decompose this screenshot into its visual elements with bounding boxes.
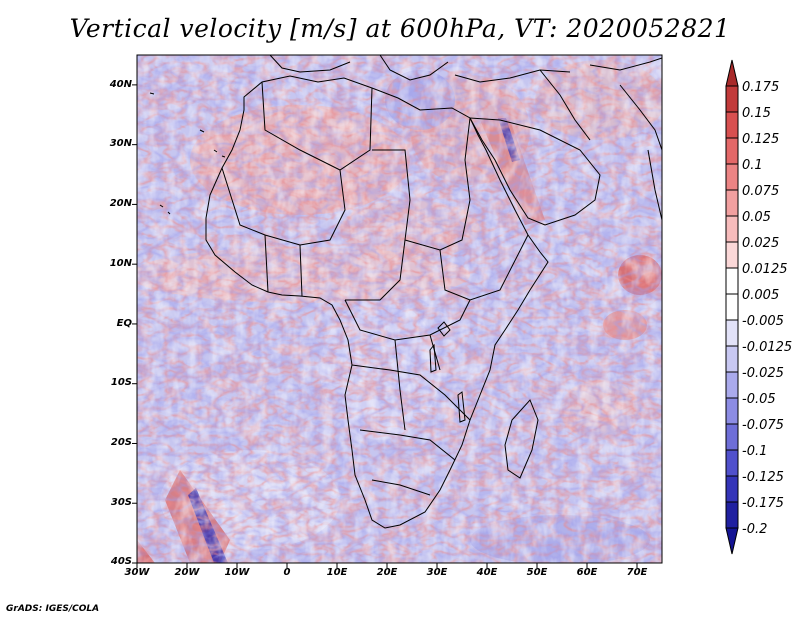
colorbar	[725, 59, 739, 555]
lon-label-40e: 40E	[476, 567, 498, 578]
colorbar-box	[725, 423, 739, 451]
colorbar-arrow-top	[725, 59, 739, 87]
velocity-field	[137, 55, 662, 563]
colorbar-label: -0.2	[742, 522, 768, 537]
colorbar-box	[725, 501, 739, 529]
colorbar-box	[725, 85, 739, 113]
colorbar-box	[725, 267, 739, 295]
lon-label-70e: 70E	[626, 567, 648, 578]
colorbar-label: -0.1	[742, 444, 768, 459]
colorbar-label: 0.175	[742, 80, 780, 95]
lon-label-30w: 30W	[124, 567, 150, 578]
colorbar-label: 0.0125	[742, 262, 788, 277]
colorbar-box	[725, 319, 739, 347]
colorbar-box	[725, 345, 739, 373]
lat-label-30n: 30N	[109, 138, 132, 149]
lat-label-40n: 40N	[109, 79, 132, 90]
colorbar-label: -0.075	[742, 418, 784, 433]
lon-label-10e: 10E	[326, 567, 348, 578]
colorbar-box	[725, 189, 739, 217]
lon-label-60e: 60E	[576, 567, 598, 578]
chart-title: Vertical velocity [m/s] at 600hPa, VT: 2…	[69, 14, 731, 43]
lat-label-10n: 10N	[109, 258, 132, 269]
colorbar-box	[725, 111, 739, 139]
colorbar-label: 0.025	[742, 236, 780, 251]
lat-label-eq: EQ	[116, 318, 132, 329]
lat-label-30s: 30S	[110, 497, 132, 508]
colorbar-label: -0.05	[742, 392, 776, 407]
axis-ticks	[132, 84, 638, 568]
coastlines	[149, 55, 662, 529]
colorbar-box	[725, 475, 739, 503]
colorbar-label: -0.125	[742, 470, 784, 485]
colorbar-box	[725, 215, 739, 243]
colorbar-arrow-bottom	[725, 527, 739, 555]
colorbar-label: 0.15	[742, 106, 771, 121]
lat-label-20n: 20N	[109, 198, 132, 209]
plot-frame	[136, 54, 663, 564]
colorbar-box	[725, 397, 739, 425]
lon-label-30e: 30E	[426, 567, 448, 578]
colorbar-box	[725, 241, 739, 269]
lon-label-20w: 20W	[174, 567, 200, 578]
colorbar-label: -0.175	[742, 496, 784, 511]
colorbar-label: 0.1	[742, 158, 763, 173]
lon-label-20e: 20E	[376, 567, 398, 578]
lon-label-0: 0	[283, 567, 291, 578]
colorbar-box	[725, 137, 739, 165]
lat-label-40s: 40S	[110, 556, 132, 567]
colorbar-label: 0.125	[742, 132, 780, 147]
lon-label-10w: 10W	[224, 567, 250, 578]
colorbar-box	[725, 371, 739, 399]
colorbar-label: -0.025	[742, 366, 784, 381]
colorbar-label: 0.005	[742, 288, 780, 303]
colorbar-label: -0.0125	[742, 340, 793, 355]
colorbar-label: 0.075	[742, 184, 780, 199]
colorbar-label: 0.05	[742, 210, 771, 225]
colorbar-box	[725, 449, 739, 477]
lon-label-50e: 50E	[526, 567, 548, 578]
lat-label-20s: 20S	[110, 437, 132, 448]
colorbar-box	[725, 163, 739, 191]
colorbar-label: -0.005	[742, 314, 784, 329]
colorbar-box	[725, 293, 739, 321]
lat-label-10s: 10S	[110, 377, 132, 388]
grads-credit: GrADS: IGES/COLA	[6, 604, 100, 614]
